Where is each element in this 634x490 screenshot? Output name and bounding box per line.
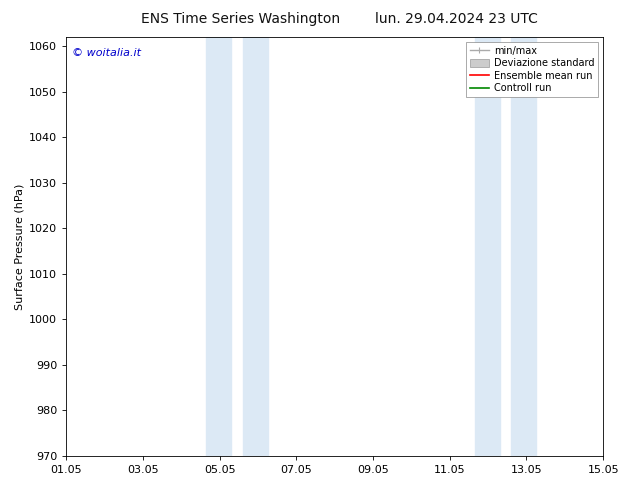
Y-axis label: Surface Pressure (hPa): Surface Pressure (hPa) xyxy=(15,183,25,310)
Text: lun. 29.04.2024 23 UTC: lun. 29.04.2024 23 UTC xyxy=(375,12,538,26)
Bar xyxy=(511,37,536,456)
Text: © woitalia.it: © woitalia.it xyxy=(72,48,141,57)
Bar xyxy=(475,37,500,456)
Bar xyxy=(243,37,268,456)
Text: ENS Time Series Washington: ENS Time Series Washington xyxy=(141,12,340,26)
Legend: min/max, Deviazione standard, Ensemble mean run, Controll run: min/max, Deviazione standard, Ensemble m… xyxy=(466,42,598,97)
Bar xyxy=(206,37,231,456)
